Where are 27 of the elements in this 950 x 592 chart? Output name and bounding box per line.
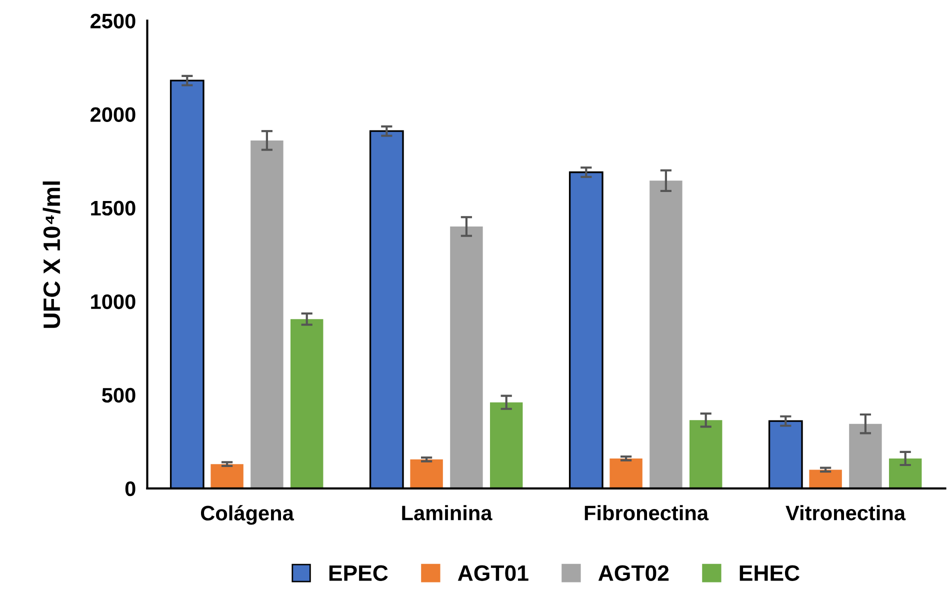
bar	[849, 424, 882, 488]
legend-label: AGT02	[598, 565, 669, 581]
x-tick-label: Colágena	[200, 505, 294, 525]
x-tick-label: Vitronectina	[786, 505, 906, 520]
bar	[210, 464, 244, 488]
bar	[290, 319, 324, 488]
legend-label: AGT01	[458, 565, 528, 581]
bar	[610, 458, 642, 488]
bar	[250, 140, 284, 488]
bar	[490, 402, 523, 488]
bar	[689, 420, 722, 488]
y-tick-label: 2500	[90, 14, 136, 28]
y-tick-label: 1000	[91, 294, 136, 310]
bar	[888, 458, 922, 488]
legend-label: EPEC	[329, 565, 388, 581]
bar	[450, 226, 483, 488]
bar	[410, 459, 443, 488]
legend-label: EHEC	[740, 565, 800, 581]
bar	[650, 180, 682, 488]
y-tick-label: 2000	[90, 107, 136, 122]
x-tick-label: Laminina	[402, 505, 492, 520]
y-axis-title: UFC X 10⁴/ml	[42, 182, 60, 328]
y-tick-label: 0	[125, 481, 136, 496]
bar	[809, 470, 842, 488]
y-tick-label: 1500	[91, 200, 136, 216]
y-tick-label: 500	[102, 388, 136, 403]
x-tick-label: Fibronectina	[584, 505, 709, 520]
